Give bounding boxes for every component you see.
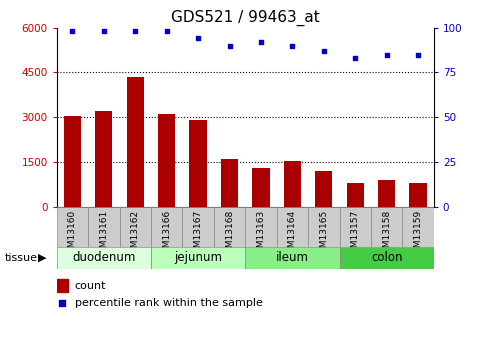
Bar [277, 207, 308, 247]
Text: GSM13164: GSM13164 [288, 210, 297, 259]
Text: GSM13167: GSM13167 [194, 210, 203, 259]
Bar [88, 207, 119, 247]
Text: count: count [75, 281, 106, 290]
Text: GSM13166: GSM13166 [162, 210, 171, 259]
Bar [221, 159, 238, 207]
Text: GSM13160: GSM13160 [68, 210, 77, 259]
Text: GSM13161: GSM13161 [99, 210, 108, 259]
Text: GSM13157: GSM13157 [351, 210, 360, 259]
Bar [245, 247, 340, 269]
Bar [127, 77, 144, 207]
Point [58, 300, 66, 306]
Bar [57, 207, 88, 247]
Point [320, 48, 328, 54]
Point [288, 43, 296, 48]
Point [226, 43, 234, 48]
Point [257, 39, 265, 45]
Point [383, 52, 390, 57]
Text: jejunum: jejunum [174, 252, 222, 264]
Text: colon: colon [371, 252, 402, 264]
Bar [347, 183, 364, 207]
Bar [214, 207, 246, 247]
Text: percentile rank within the sample: percentile rank within the sample [75, 298, 263, 308]
Text: GSM13162: GSM13162 [131, 210, 140, 259]
Bar [57, 247, 151, 269]
Text: GSM13165: GSM13165 [319, 210, 328, 259]
Bar [151, 207, 182, 247]
Bar [158, 114, 176, 207]
Text: ileum: ileum [276, 252, 309, 264]
Text: GSM13158: GSM13158 [382, 210, 391, 259]
Point [194, 36, 202, 41]
Text: GSM13168: GSM13168 [225, 210, 234, 259]
Title: GDS521 / 99463_at: GDS521 / 99463_at [171, 10, 319, 26]
Point [352, 55, 359, 61]
Bar [119, 207, 151, 247]
Bar [252, 168, 270, 207]
Bar [315, 171, 332, 207]
Bar [340, 207, 371, 247]
Bar [189, 120, 207, 207]
Bar [402, 207, 434, 247]
Text: ▶: ▶ [38, 253, 46, 263]
Bar [182, 207, 214, 247]
Text: GSM13163: GSM13163 [256, 210, 266, 259]
Point [163, 28, 171, 34]
Bar [64, 116, 81, 207]
Bar [378, 180, 395, 207]
Bar [340, 247, 434, 269]
Text: GSM13159: GSM13159 [414, 210, 423, 259]
Bar [151, 247, 245, 269]
Text: duodenum: duodenum [72, 252, 136, 264]
Text: tissue: tissue [5, 253, 38, 263]
Point [69, 28, 76, 34]
Bar [95, 111, 112, 207]
Bar [371, 207, 402, 247]
Bar [245, 207, 277, 247]
Bar [284, 161, 301, 207]
Point [131, 28, 139, 34]
Point [414, 52, 422, 57]
Bar [410, 183, 427, 207]
Point [100, 28, 108, 34]
Bar [308, 207, 340, 247]
Bar [57, 279, 68, 292]
